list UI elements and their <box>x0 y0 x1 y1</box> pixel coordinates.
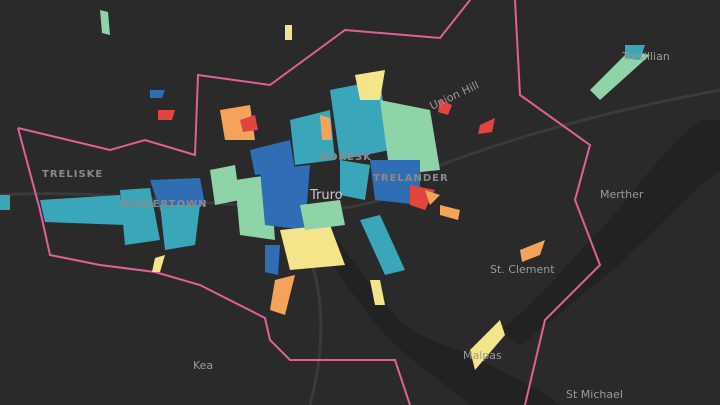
district-label: MORESK <box>318 152 372 163</box>
areas <box>0 10 650 370</box>
boundary <box>17 0 602 405</box>
district-label: TRELISKE <box>42 169 103 180</box>
place-label: Merther <box>600 188 644 201</box>
place-label: Malpas <box>463 349 502 362</box>
district-label: TRELANDER <box>373 173 449 184</box>
water <box>330 120 720 405</box>
place-label: St. Clement <box>490 263 555 276</box>
district-label: HIGHERTOWN <box>120 199 207 210</box>
place-label: Tresillian <box>621 50 670 63</box>
place-label: Kea <box>193 359 213 372</box>
town-label: Truro <box>309 188 343 203</box>
place-label: St Michael <box>566 388 623 401</box>
